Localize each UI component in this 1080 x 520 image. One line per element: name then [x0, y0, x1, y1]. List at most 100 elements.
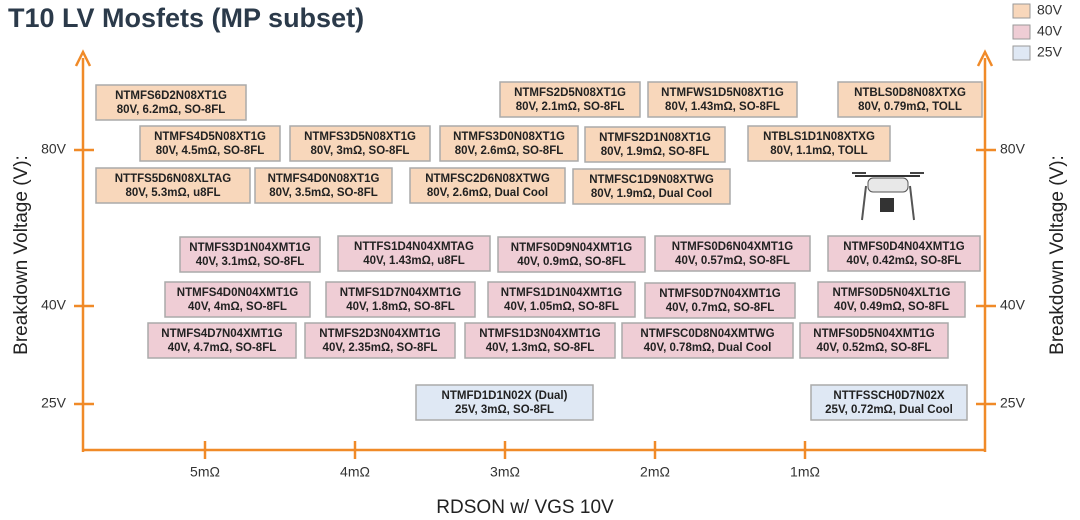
- part-spec: 40V, 0.57mΩ, SO-8FL: [675, 255, 790, 267]
- part-spec: 80V, 3mΩ, SO-8FL: [311, 145, 410, 157]
- part-name: NTTFS1D4N04XMTAG: [354, 241, 474, 253]
- part-name: NTMFS3D5N08XT1G: [304, 131, 416, 143]
- part-box: [799, 322, 949, 359]
- part-spec: 25V, 0.72mΩ, Dual Cool: [825, 404, 953, 416]
- y-tick-label: 40V: [41, 297, 67, 313]
- part-box: [147, 322, 297, 359]
- legend-swatch: [1012, 24, 1031, 40]
- y-tick-label: 25V: [41, 395, 67, 411]
- part-name: NTMFS0D4N04XMT1G: [843, 241, 964, 253]
- part-name: NTMFS2D5N08XT1G: [514, 87, 626, 99]
- title: T10 LV Mosfets (MP subset): [8, 3, 364, 33]
- part-spec: 40V, 0.52mΩ, SO-8FL: [817, 342, 932, 354]
- part-box: [647, 81, 798, 118]
- x-tick-label: 2mΩ: [640, 464, 670, 480]
- part-box: [827, 235, 981, 272]
- part-box: [304, 322, 456, 359]
- part-name: NTMFSC1D9N08XTWG: [589, 174, 714, 186]
- part-spec: 80V, 5.3mΩ, u8FL: [125, 187, 220, 199]
- part-spec: 80V, 2.6mΩ, Dual Cool: [427, 187, 548, 199]
- part-spec: 40V, 0.42mΩ, SO-8FL: [847, 255, 962, 267]
- part-spec: 80V, 1.9mΩ, Dual Cool: [591, 188, 712, 200]
- part-name: NTMFS1D3N04XMT1G: [479, 328, 600, 340]
- x-tick-label: 5mΩ: [190, 464, 220, 480]
- y-tick-label-right: 80V: [1000, 141, 1026, 157]
- part-name: NTMFS0D5N04XLT1G: [832, 287, 950, 299]
- legend-label: 25V: [1037, 44, 1063, 60]
- part-spec: 80V, 2.6mΩ, SO-8FL: [455, 145, 564, 157]
- legend-swatch: [1012, 3, 1031, 19]
- part-spec: 80V, 1.1mΩ, TOLL: [770, 145, 867, 157]
- part-spec: 25V, 3mΩ, SO-8FL: [455, 404, 554, 416]
- part-spec: 40V, 0.78mΩ, Dual Cool: [644, 342, 772, 354]
- y-tick-label-right: 40V: [1000, 297, 1026, 313]
- part-name: NTTFSSCH0D7N02X: [833, 390, 945, 402]
- legend-label: 40V: [1037, 23, 1063, 39]
- part-spec: 80V, 3.5mΩ, SO-8FL: [269, 187, 378, 199]
- part-name: NTMFS1D7N04XMT1G: [340, 287, 461, 299]
- part-name: NTMFS0D6N04XMT1G: [672, 241, 793, 253]
- part-box: [817, 281, 966, 318]
- part-name: NTMFS4D5N08XT1G: [154, 131, 266, 143]
- part-name: NTMFSC2D6N08XTWG: [425, 173, 550, 185]
- part-box: [654, 235, 811, 272]
- part-box: [139, 125, 281, 162]
- part-spec: 40V, 1.43mΩ, u8FL: [363, 255, 464, 267]
- part-box: [644, 282, 796, 319]
- part-box: [95, 84, 247, 121]
- part-box: [164, 281, 311, 318]
- axes: [74, 49, 994, 452]
- part-box: [497, 236, 646, 273]
- y-tick-label-right: 25V: [1000, 395, 1026, 411]
- part-spec: 40V, 0.49mΩ, SO-8FL: [834, 301, 949, 313]
- part-name: NTMFS6D2N08XT1G: [115, 90, 227, 102]
- part-box: [337, 235, 491, 272]
- part-spec: 40V, 0.7mΩ, SO-8FL: [666, 302, 775, 314]
- part-spec: 40V, 4mΩ, SO-8FL: [188, 301, 287, 313]
- part-box: [179, 236, 321, 273]
- y-tick-label: 80V: [41, 141, 67, 157]
- part-name: NTMFS4D0N04XMT1G: [177, 287, 298, 299]
- y-axis-label: Breakdown Voltage (V):: [11, 155, 32, 355]
- part-spec: 40V, 0.9mΩ, SO-8FL: [517, 256, 626, 268]
- part-spec: 40V, 3.1mΩ, SO-8FL: [196, 256, 305, 268]
- part-box: [95, 167, 251, 204]
- part-name: NTMFS4D0N08XT1G: [268, 173, 380, 185]
- part-box: [584, 126, 726, 163]
- x-axis-label: RDSON w/ VGS 10V: [436, 497, 614, 518]
- part-name: NTMFS1D1N04XMT1G: [501, 287, 622, 299]
- part-box: [325, 281, 476, 318]
- part-name: NTBLS0D8N08XTXG: [854, 87, 966, 99]
- part-box: [415, 384, 594, 421]
- part-name: NTMFS3D1N04XMT1G: [189, 242, 310, 254]
- part-name: NTMFS3D0N08XT1G: [453, 131, 565, 143]
- x-tick-label: 4mΩ: [340, 464, 370, 480]
- part-box: [439, 125, 579, 162]
- y-axis-label-right: Breakdown Voltage (V):: [1047, 155, 1068, 355]
- legend-swatch: [1012, 45, 1031, 61]
- part-box: [810, 384, 968, 421]
- part-name: NTMFWS1D5N08XT1G: [661, 87, 784, 99]
- part-spec: 40V, 1.3mΩ, SO-8FL: [486, 342, 595, 354]
- part-box: [487, 281, 636, 318]
- x-tick-label: 1mΩ: [790, 464, 820, 480]
- part-spec: 80V, 1.9mΩ, SO-8FL: [601, 146, 710, 158]
- part-name: NTMFS0D9N04XMT1G: [511, 242, 632, 254]
- part-spec: 80V, 6.2mΩ, SO-8FL: [117, 104, 226, 116]
- part-spec: 80V, 1.43mΩ, SO-8FL: [665, 101, 780, 113]
- part-name: NTMFSC0D8N04XMTWG: [640, 328, 774, 340]
- part-box: [747, 125, 891, 162]
- part-name: NTMFS2D3N04XMT1G: [319, 328, 440, 340]
- part-box: [572, 168, 731, 205]
- part-spec: 80V, 2.1mΩ, SO-8FL: [516, 101, 625, 113]
- part-spec: 40V, 1.8mΩ, SO-8FL: [346, 301, 455, 313]
- part-name: NTMFD1D1N02X (Dual): [442, 390, 568, 402]
- part-name: NTMFS2D1N08XT1G: [599, 132, 711, 144]
- part-spec: 80V, 4.5mΩ, SO-8FL: [156, 145, 265, 157]
- part-box: [464, 322, 616, 359]
- part-name: NTTFS5D6N08XLTAG: [115, 173, 232, 185]
- x-tick-label: 3mΩ: [490, 464, 520, 480]
- part-name: NTMFS0D5N04XMT1G: [813, 328, 934, 340]
- part-name: NTMFS0D7N04XMT1G: [659, 288, 780, 300]
